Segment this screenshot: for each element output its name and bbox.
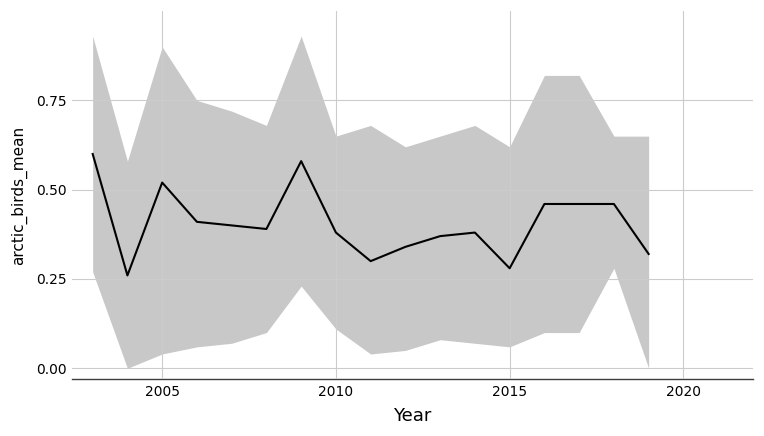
X-axis label: Year: Year xyxy=(393,407,432,425)
Y-axis label: arctic_birds_mean: arctic_birds_mean xyxy=(11,126,28,265)
